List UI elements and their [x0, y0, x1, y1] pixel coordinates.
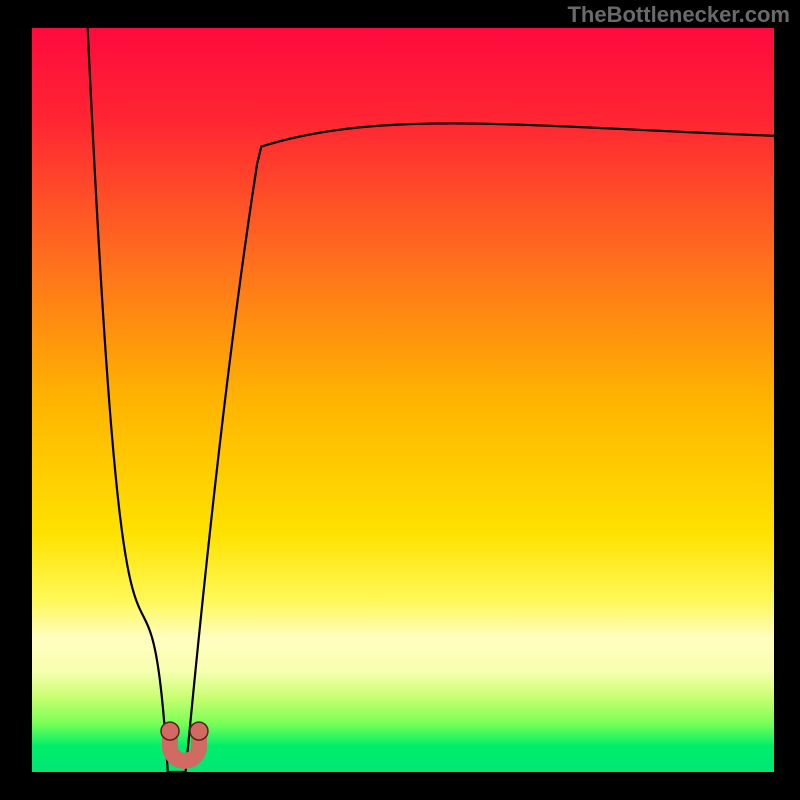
marker-dot-1	[161, 722, 179, 740]
marker-dot-2	[190, 722, 208, 740]
plot-gradient-bg	[32, 28, 774, 772]
chart-stage: TheBottlenecker.com	[0, 0, 800, 800]
chart-svg	[0, 0, 800, 800]
